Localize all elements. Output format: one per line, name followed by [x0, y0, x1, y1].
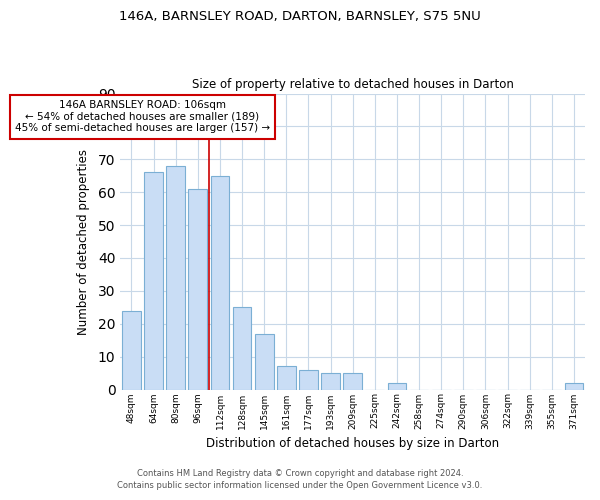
Bar — [255, 334, 274, 390]
Bar — [211, 176, 229, 390]
Title: Size of property relative to detached houses in Darton: Size of property relative to detached ho… — [192, 78, 514, 91]
Bar — [277, 366, 296, 390]
X-axis label: Distribution of detached houses by size in Darton: Distribution of detached houses by size … — [206, 437, 499, 450]
Bar — [122, 310, 141, 390]
Bar — [565, 383, 583, 390]
Text: 146A BARNSLEY ROAD: 106sqm
← 54% of detached houses are smaller (189)
45% of sem: 146A BARNSLEY ROAD: 106sqm ← 54% of deta… — [15, 100, 270, 134]
Bar — [343, 373, 362, 390]
Text: 146A, BARNSLEY ROAD, DARTON, BARNSLEY, S75 5NU: 146A, BARNSLEY ROAD, DARTON, BARNSLEY, S… — [119, 10, 481, 23]
Bar — [233, 308, 251, 390]
Bar — [188, 189, 207, 390]
Bar — [166, 166, 185, 390]
Bar — [144, 172, 163, 390]
Text: Contains HM Land Registry data © Crown copyright and database right 2024.
Contai: Contains HM Land Registry data © Crown c… — [118, 468, 482, 490]
Bar — [299, 370, 318, 390]
Bar — [321, 373, 340, 390]
Bar — [388, 383, 406, 390]
Y-axis label: Number of detached properties: Number of detached properties — [77, 148, 89, 334]
